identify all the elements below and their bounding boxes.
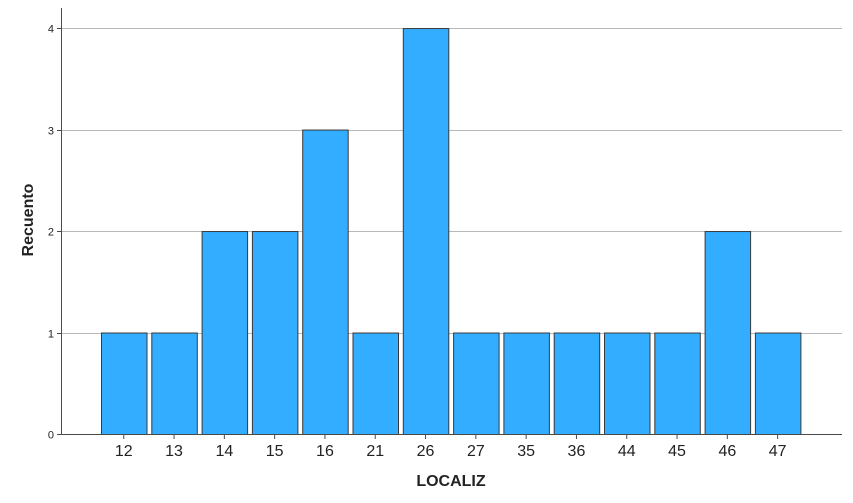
x-tick-label: 36	[568, 443, 586, 460]
bar-44	[604, 332, 651, 436]
x-tick-label: 16	[316, 443, 334, 460]
y-tick-label: 4	[48, 24, 54, 36]
x-tick-label: 45	[668, 443, 686, 460]
y-tick-labels: 0 1 2 3 4	[48, 24, 54, 442]
x-tick-label: 35	[517, 443, 535, 460]
x-tick-label: 14	[215, 443, 233, 460]
y-tick-label: 1	[48, 329, 54, 341]
bar-47	[754, 332, 802, 436]
y-tick-label: 3	[48, 126, 54, 138]
x-tick-label: 47	[769, 443, 787, 460]
x-tick-label: 46	[718, 443, 736, 460]
bar-15	[251, 231, 299, 435]
bar-26	[402, 28, 450, 435]
axes	[57, 8, 842, 439]
bar-35	[503, 332, 550, 436]
bar-46	[704, 231, 752, 435]
bar-45	[654, 332, 701, 436]
bar-16	[302, 129, 349, 435]
x-tick-label: 21	[366, 443, 384, 460]
y-axis-title: Recuento	[20, 183, 37, 256]
bar-21	[352, 332, 399, 436]
x-tick-label: 27	[467, 443, 485, 460]
bar-14	[201, 231, 249, 435]
x-tick-label: 44	[618, 443, 636, 460]
y-tick-label: 0	[48, 430, 54, 442]
x-tick-label: 13	[165, 443, 183, 460]
y-tick-label: 2	[48, 227, 54, 239]
x-tick-label: 15	[266, 443, 284, 460]
bars	[101, 28, 802, 436]
bar-13	[151, 332, 198, 436]
bar-36	[553, 332, 601, 436]
x-tick-label: 26	[417, 443, 435, 460]
bar-12	[101, 332, 148, 436]
x-tick-labels: 12 13 14 15 16 21 26 27 35 36 44 45 46 47	[115, 443, 787, 460]
bar-27	[453, 332, 500, 436]
x-axis-title: LOCALIZ	[416, 473, 486, 490]
x-tick-label: 12	[115, 443, 133, 460]
